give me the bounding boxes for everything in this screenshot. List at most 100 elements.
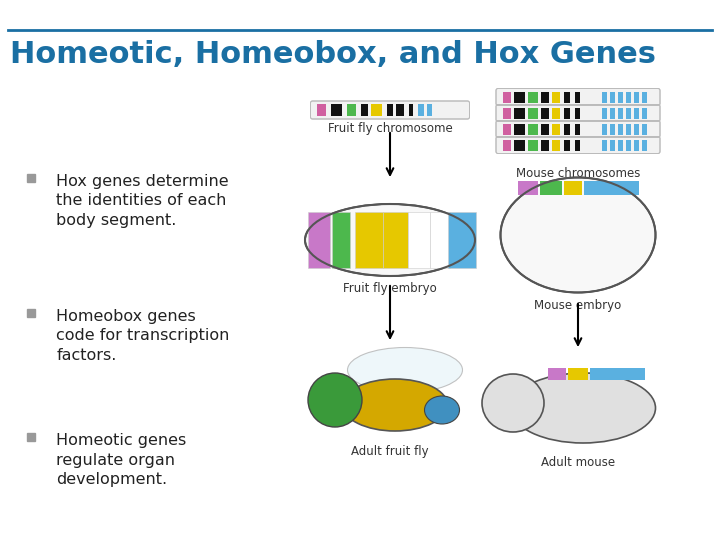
Bar bbox=[602, 107, 607, 118]
Bar bbox=[528, 124, 538, 134]
Bar bbox=[642, 124, 647, 134]
Bar bbox=[514, 139, 525, 151]
Bar bbox=[610, 139, 615, 151]
Bar bbox=[514, 91, 525, 103]
Text: Adult fruit fly: Adult fruit fly bbox=[351, 445, 429, 458]
Bar bbox=[618, 107, 623, 118]
Bar bbox=[355, 212, 383, 268]
Bar bbox=[528, 91, 538, 103]
Bar bbox=[552, 107, 560, 118]
Bar bbox=[27, 434, 35, 441]
Circle shape bbox=[308, 373, 362, 427]
Bar bbox=[548, 368, 566, 380]
Bar bbox=[564, 107, 570, 118]
Bar bbox=[27, 309, 35, 317]
Bar bbox=[618, 124, 623, 134]
Bar bbox=[308, 212, 330, 268]
Bar bbox=[331, 104, 342, 116]
Ellipse shape bbox=[305, 204, 475, 276]
Bar bbox=[372, 104, 382, 116]
Bar bbox=[361, 104, 369, 116]
Bar bbox=[602, 139, 607, 151]
Text: Fruit fly chromosome: Fruit fly chromosome bbox=[328, 122, 452, 135]
Bar bbox=[541, 139, 549, 151]
Text: Homeobox genes
code for transcription
factors.: Homeobox genes code for transcription fa… bbox=[56, 309, 230, 362]
Bar bbox=[503, 124, 510, 134]
Bar bbox=[626, 107, 631, 118]
Bar bbox=[564, 91, 570, 103]
Bar bbox=[387, 104, 393, 116]
Bar bbox=[427, 104, 432, 116]
Bar bbox=[564, 139, 570, 151]
Ellipse shape bbox=[343, 379, 448, 431]
Bar bbox=[503, 107, 510, 118]
Text: Mouse embryo: Mouse embryo bbox=[534, 299, 621, 312]
Bar bbox=[552, 124, 560, 134]
Bar bbox=[602, 124, 607, 134]
Bar bbox=[317, 104, 326, 116]
FancyBboxPatch shape bbox=[496, 120, 660, 138]
Bar bbox=[514, 124, 525, 134]
Bar bbox=[584, 181, 639, 195]
Bar bbox=[552, 139, 560, 151]
Bar bbox=[518, 181, 538, 195]
Bar bbox=[448, 212, 476, 268]
Bar bbox=[575, 91, 580, 103]
Bar bbox=[332, 212, 350, 268]
Text: Homeotic, Homeobox, and Hox Genes: Homeotic, Homeobox, and Hox Genes bbox=[10, 40, 656, 69]
Text: Hox genes determine
the identities of each
body segment.: Hox genes determine the identities of ea… bbox=[56, 174, 229, 227]
FancyBboxPatch shape bbox=[310, 101, 469, 119]
Bar bbox=[634, 124, 639, 134]
Bar bbox=[346, 104, 356, 116]
Bar bbox=[541, 107, 549, 118]
Bar bbox=[564, 181, 582, 195]
Ellipse shape bbox=[348, 348, 462, 393]
Bar bbox=[409, 104, 413, 116]
Bar bbox=[642, 107, 647, 118]
Bar bbox=[541, 91, 549, 103]
FancyBboxPatch shape bbox=[496, 89, 660, 105]
Text: Mouse chromosomes: Mouse chromosomes bbox=[516, 167, 640, 180]
Bar bbox=[634, 91, 639, 103]
Bar bbox=[528, 139, 538, 151]
Bar bbox=[602, 91, 607, 103]
Bar bbox=[408, 212, 430, 268]
FancyBboxPatch shape bbox=[496, 137, 660, 153]
Bar bbox=[610, 91, 615, 103]
Bar bbox=[618, 139, 623, 151]
Bar bbox=[552, 91, 560, 103]
Bar bbox=[540, 181, 562, 195]
Bar bbox=[634, 139, 639, 151]
Bar bbox=[634, 107, 639, 118]
Bar bbox=[642, 139, 647, 151]
Bar bbox=[642, 91, 647, 103]
Bar bbox=[568, 368, 588, 380]
Text: Fruit fly embryo: Fruit fly embryo bbox=[343, 282, 437, 295]
Bar bbox=[575, 124, 580, 134]
Bar bbox=[514, 107, 525, 118]
Bar bbox=[626, 91, 631, 103]
Bar bbox=[541, 124, 549, 134]
Bar bbox=[396, 104, 404, 116]
Bar bbox=[610, 124, 615, 134]
Bar bbox=[564, 124, 570, 134]
Ellipse shape bbox=[500, 178, 655, 293]
Bar bbox=[418, 104, 424, 116]
Bar bbox=[626, 124, 631, 134]
Ellipse shape bbox=[510, 373, 655, 443]
Bar bbox=[590, 368, 645, 380]
Bar bbox=[503, 139, 510, 151]
Bar bbox=[503, 91, 510, 103]
Bar bbox=[575, 139, 580, 151]
Bar bbox=[27, 174, 35, 182]
Ellipse shape bbox=[482, 374, 544, 432]
Bar bbox=[430, 212, 450, 268]
Text: Adult mouse: Adult mouse bbox=[541, 456, 615, 469]
Text: Homeotic genes
regulate organ
development.: Homeotic genes regulate organ developmen… bbox=[56, 434, 186, 487]
Bar bbox=[528, 107, 538, 118]
Bar bbox=[383, 212, 408, 268]
Bar bbox=[575, 107, 580, 118]
FancyBboxPatch shape bbox=[496, 105, 660, 122]
Ellipse shape bbox=[425, 396, 459, 424]
Bar bbox=[618, 91, 623, 103]
